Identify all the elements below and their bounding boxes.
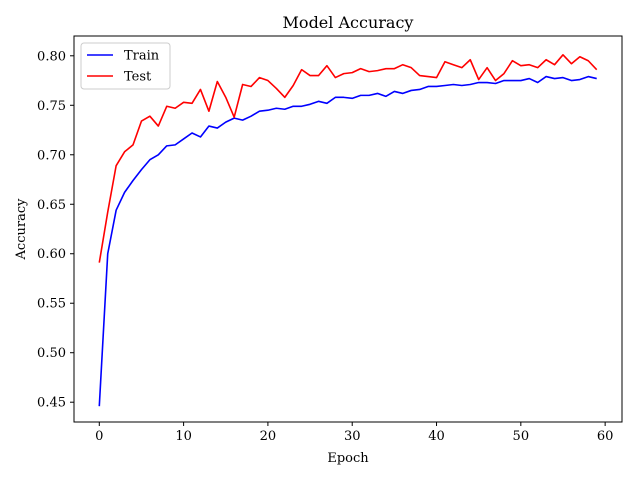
y-tick-label: 0.55	[37, 297, 66, 312]
chart-title: Model Accuracy	[283, 13, 414, 32]
y-tick-label: 0.45	[37, 396, 66, 411]
series-layer	[98, 54, 598, 407]
legend: Train Test	[80, 42, 171, 90]
x-axis-title: Epoch	[327, 451, 369, 466]
y-tick-label: 0.75	[37, 99, 66, 114]
x-tick-label: 50	[513, 429, 530, 444]
y-tick-label: 0.50	[37, 346, 66, 361]
legend-label-train: Train	[124, 49, 160, 64]
y-axis: 0.45 0.50 0.55 0.60 0.65 0.70 0.75 0.80	[37, 49, 74, 411]
x-tick-label: 60	[597, 429, 614, 444]
y-tick-label: 0.80	[37, 49, 66, 64]
y-tick-label: 0.70	[37, 148, 66, 163]
series-line-test	[98, 54, 598, 263]
x-tick-label: 30	[344, 429, 361, 444]
y-axis-title: Accuracy	[14, 198, 29, 261]
x-axis: 0 10 20 30 40 50 60	[95, 422, 613, 444]
x-tick-label: 20	[260, 429, 277, 444]
legend-label-test: Test	[124, 70, 152, 85]
x-tick-label: 40	[428, 429, 445, 444]
x-tick-label: 0	[95, 429, 103, 444]
series-line-train	[98, 75, 597, 407]
x-tick-label: 10	[175, 429, 192, 444]
y-tick-label: 0.65	[37, 198, 66, 213]
plot-frame	[73, 35, 623, 423]
y-tick-label: 0.60	[37, 247, 66, 262]
plot-area	[73, 35, 623, 423]
